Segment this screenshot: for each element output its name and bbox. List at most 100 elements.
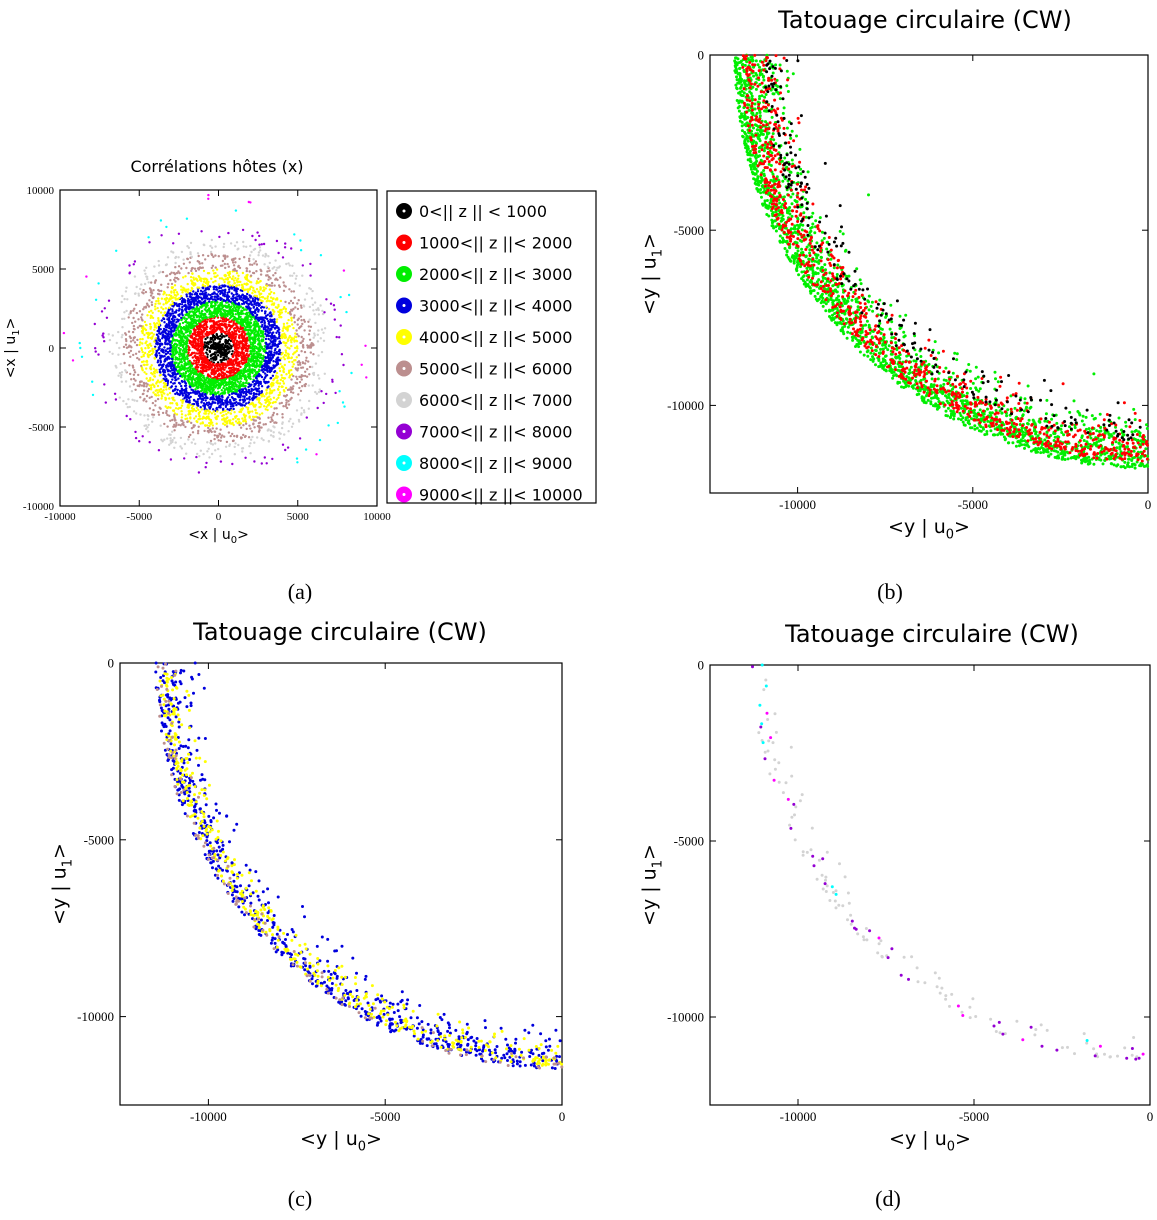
- panel-a-point: [275, 331, 278, 334]
- panel-a-point: [247, 321, 250, 324]
- panel-a-point: [251, 313, 254, 316]
- panel-a-point: [190, 388, 193, 391]
- panel-a-point: [200, 354, 204, 357]
- panel-a-point: [260, 309, 264, 312]
- panel-a-point: [257, 349, 260, 353]
- panel-a-point: [276, 343, 279, 346]
- panel-a-point: [198, 417, 201, 421]
- panel-a-point: [213, 275, 216, 278]
- panel-a-point: [278, 391, 282, 394]
- panel-a-point: [242, 324, 245, 327]
- panel-a-point: [171, 350, 175, 354]
- panel-a-point: [224, 377, 228, 381]
- panel-a-point: [269, 318, 272, 321]
- panel-a-point: [258, 401, 262, 405]
- panel-a-point: [192, 372, 196, 376]
- panel-a-point: [281, 351, 284, 355]
- panel-a-point: [193, 282, 197, 285]
- panel-a-point: [257, 310, 260, 313]
- panel-a-point: [188, 307, 192, 310]
- panel-a-point: [154, 389, 157, 392]
- panel-a-point: [178, 358, 181, 361]
- panel-a-point: [193, 351, 196, 354]
- panel-a-point: [185, 310, 188, 314]
- panel-a-point: [274, 364, 277, 367]
- panel-a-point: [234, 381, 237, 384]
- panel-a-point: [198, 335, 202, 338]
- panel-a-point: [286, 339, 290, 343]
- panel-a-point: [157, 394, 160, 397]
- panel-a-point: [227, 329, 231, 332]
- panel-a-point: [231, 397, 235, 400]
- panel-a-point: [149, 327, 152, 330]
- panel-a-point: [245, 313, 249, 316]
- panel-a-point: [231, 338, 234, 341]
- panel-a-point: [184, 367, 187, 370]
- panel-a-point: [219, 319, 222, 322]
- panel-a-point: [255, 302, 259, 305]
- panel-a-point: [223, 322, 226, 326]
- panel-a-point: [195, 392, 199, 395]
- panel-a-point: [201, 283, 205, 286]
- panel-a-point: [268, 387, 271, 391]
- panel-a-point: [145, 367, 148, 370]
- panel-a-point: [262, 286, 265, 289]
- panel-a-point: [191, 356, 194, 359]
- panel-a-point: [219, 359, 222, 362]
- panel-a-point: [165, 293, 168, 297]
- panel-a-point: [225, 355, 228, 358]
- panel-a-point: [195, 326, 199, 329]
- panel-a-point: [255, 333, 258, 336]
- panel-a-point: [199, 384, 203, 388]
- panel-a-point: [219, 308, 222, 311]
- panel-a-point: [166, 363, 169, 366]
- panel-a-point: [224, 320, 228, 323]
- panel-a-point: [282, 382, 286, 385]
- panel-a-point: [220, 389, 223, 392]
- panel-a-point: [240, 286, 244, 289]
- panel-a-point: [154, 337, 157, 340]
- panel-a-point: [254, 409, 257, 412]
- panel-a-point: [226, 285, 230, 288]
- panel-a-point: [220, 330, 223, 334]
- panel-a-point: [255, 392, 258, 395]
- panel-a-point: [221, 345, 224, 348]
- panel-a-point: [244, 316, 247, 319]
- panel-a-point: [241, 374, 244, 378]
- panel-a-point: [217, 375, 221, 378]
- panel-a-point: [196, 398, 200, 401]
- panel-a-point: [206, 353, 209, 356]
- panel-a-point: [197, 307, 201, 311]
- panel-a-point: [199, 374, 203, 378]
- panel-a-point: [242, 400, 245, 403]
- panel-a-point: [226, 296, 229, 299]
- panel-a-point: [176, 372, 179, 375]
- panel-a-point: [161, 337, 164, 340]
- panel-a-point: [278, 331, 281, 334]
- panel-a-point: [277, 388, 280, 391]
- panel-a-point: [227, 281, 230, 284]
- panel-a-point: [160, 367, 163, 370]
- panel-a-point: [230, 409, 233, 412]
- panel-a-point: [196, 323, 199, 326]
- panel-a-point: [235, 325, 238, 328]
- panel-a-point: [228, 390, 231, 393]
- panel-a-point: [164, 302, 168, 305]
- panel-a-point: [245, 274, 248, 277]
- panel-a-point: [253, 345, 256, 348]
- panel-a-point: [247, 406, 250, 410]
- panel-a-point: [216, 326, 219, 329]
- panel-a-point: [208, 313, 211, 316]
- panel-a-point: [168, 324, 171, 328]
- panel-a-point: [253, 333, 256, 337]
- panel-a-point: [171, 300, 174, 303]
- panel-a-point: [236, 364, 239, 367]
- panel-a-point: [237, 277, 240, 280]
- panel-a-point: [195, 369, 198, 372]
- panel-a-point: [263, 381, 267, 384]
- panel-a-point: [192, 278, 196, 281]
- panel-a-point: [144, 328, 148, 332]
- panel-a-point: [146, 335, 150, 339]
- panel-a-point: [260, 385, 264, 388]
- panel-a-point: [180, 303, 184, 306]
